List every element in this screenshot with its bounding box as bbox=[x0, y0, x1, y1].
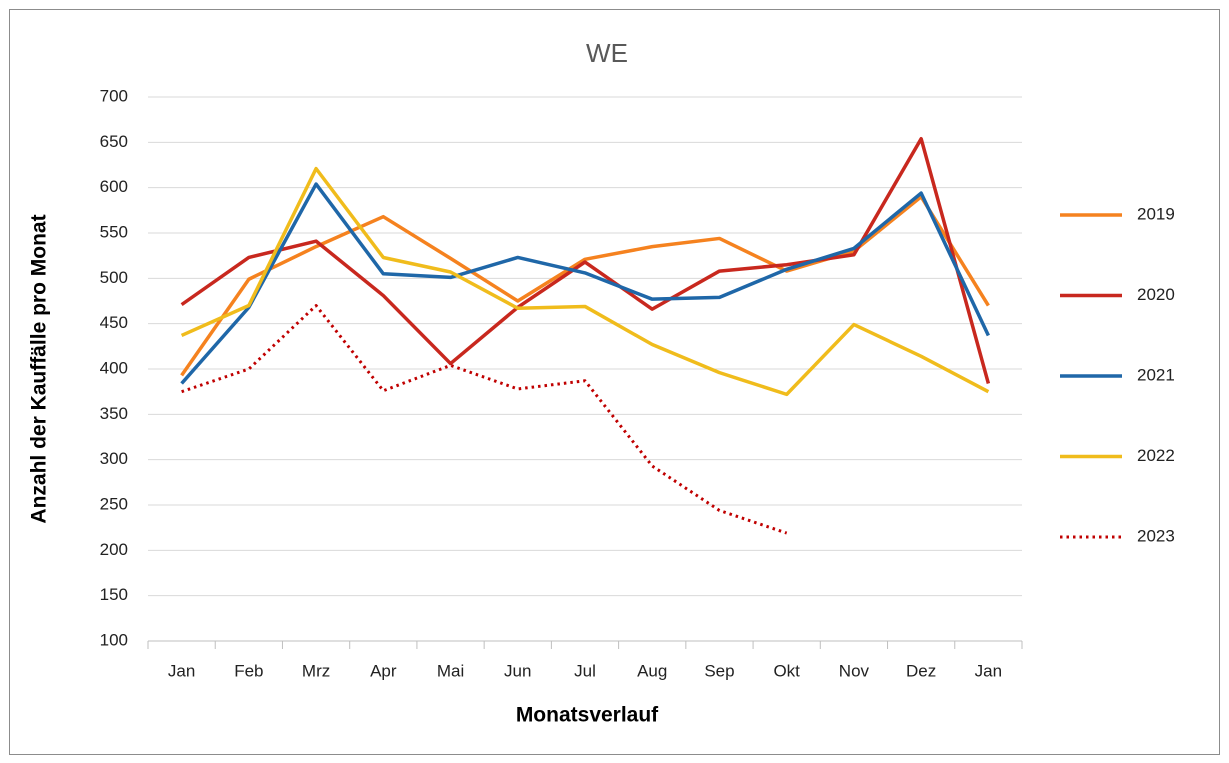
x-tick-label: Apr bbox=[370, 661, 397, 680]
legend-label: 2023 bbox=[1137, 526, 1175, 545]
y-tick-label: 400 bbox=[100, 358, 128, 377]
series-line bbox=[180, 182, 990, 385]
y-tick-label: 250 bbox=[100, 494, 128, 513]
y-tick-label: 200 bbox=[100, 540, 128, 559]
y-tick-label: 150 bbox=[100, 585, 128, 604]
legend-label: 2020 bbox=[1137, 285, 1175, 304]
x-tick-label: Jul bbox=[574, 661, 596, 680]
y-tick-label: 600 bbox=[100, 177, 128, 196]
x-tick-label: Aug bbox=[637, 661, 667, 680]
x-tick-label: Okt bbox=[773, 661, 800, 680]
x-tick-label: Jun bbox=[504, 661, 531, 680]
chart-frame bbox=[9, 9, 1220, 755]
y-tick-label: 350 bbox=[100, 404, 128, 423]
x-tick-label: Nov bbox=[839, 661, 870, 680]
x-tick-label: Jan bbox=[168, 661, 195, 680]
y-tick-label: 650 bbox=[100, 132, 128, 151]
x-tick-label: Jan bbox=[975, 661, 1002, 680]
series-line bbox=[180, 136, 991, 384]
y-tick-label: 500 bbox=[100, 268, 128, 287]
x-axis-label: Monatsverlauf bbox=[516, 704, 659, 727]
x-tick-label: Dez bbox=[906, 661, 936, 680]
legend-label: 2019 bbox=[1137, 204, 1175, 223]
x-tick-label: Mrz bbox=[302, 661, 330, 680]
series-line bbox=[180, 194, 990, 377]
y-tick-label: 100 bbox=[100, 630, 128, 649]
legend-label: 2021 bbox=[1137, 365, 1175, 384]
series-line bbox=[180, 166, 990, 397]
y-tick-label: 450 bbox=[100, 313, 128, 332]
y-tick-label: 700 bbox=[100, 86, 128, 105]
y-tick-label: 300 bbox=[100, 449, 128, 468]
chart-title: WE bbox=[586, 38, 628, 68]
y-tick-label: 550 bbox=[100, 222, 128, 241]
x-tick-label: Feb bbox=[234, 661, 263, 680]
x-tick-label: Mai bbox=[437, 661, 464, 680]
x-tick-label: Sep bbox=[704, 661, 734, 680]
y-axis-label: Anzahl der Kauffälle pro Monat bbox=[28, 214, 51, 523]
series-line bbox=[181, 304, 788, 535]
legend-label: 2022 bbox=[1137, 446, 1175, 465]
